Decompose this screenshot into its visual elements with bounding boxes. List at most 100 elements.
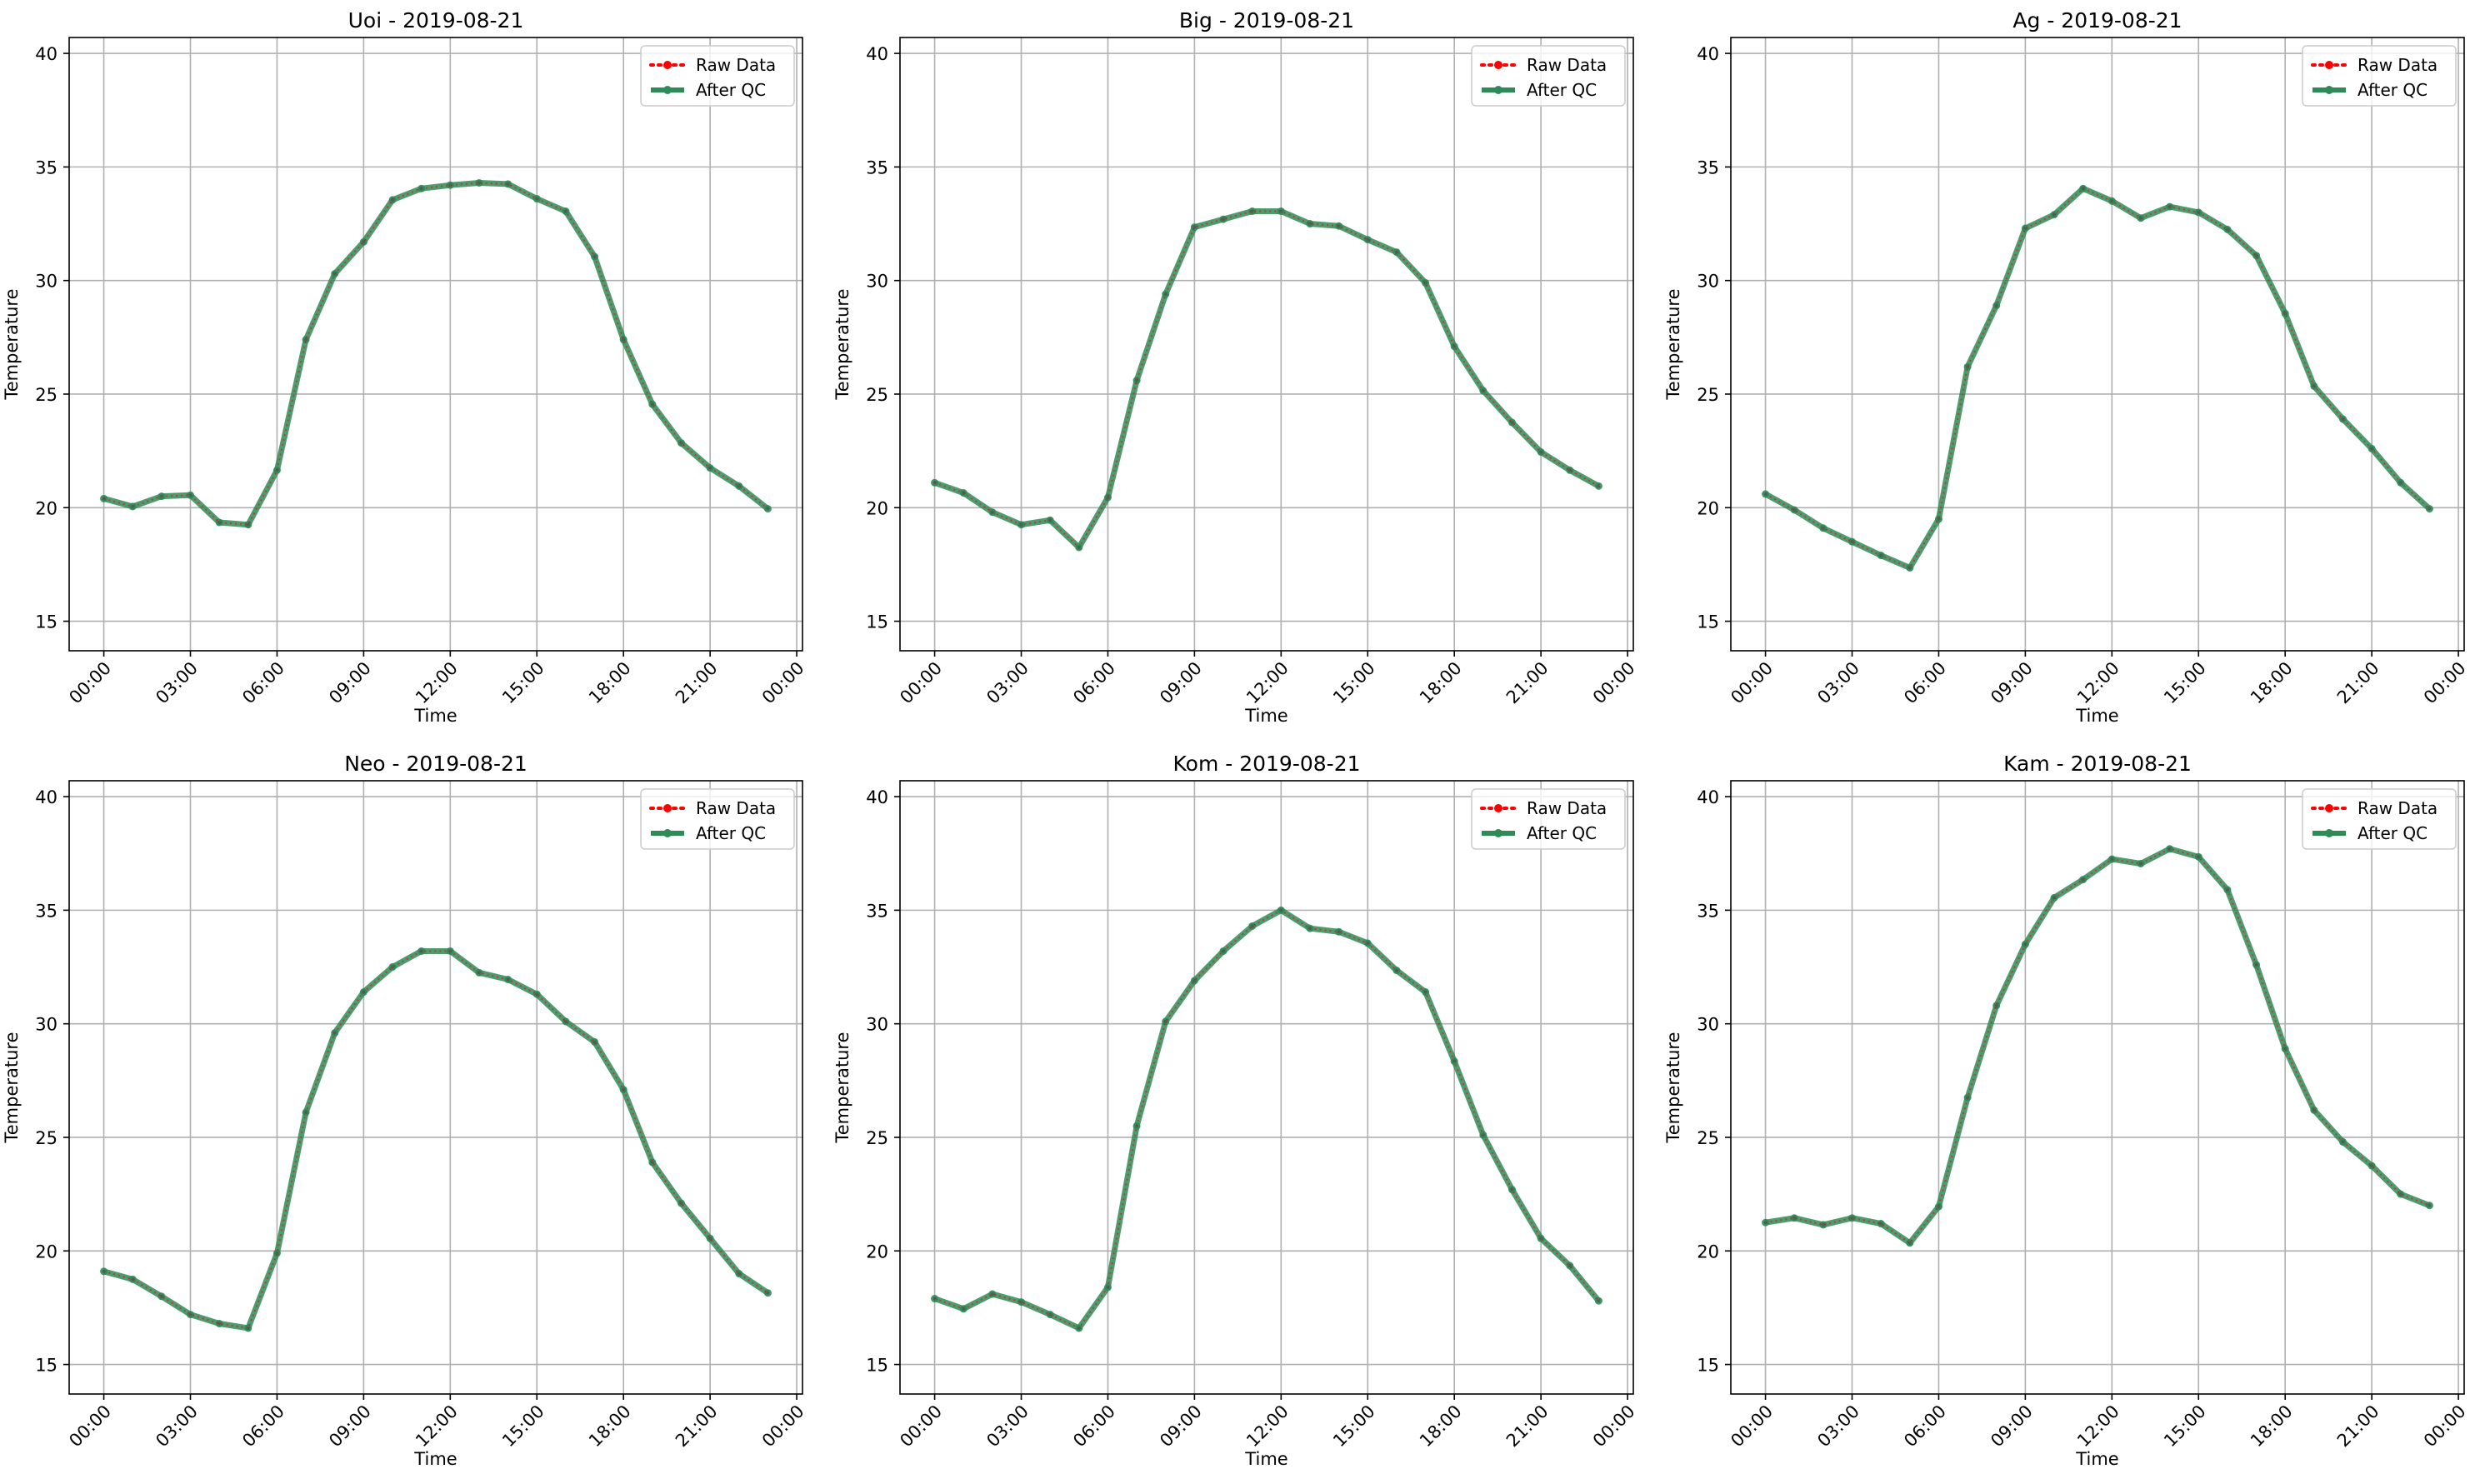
x-tick-label: 21:00: [1502, 1402, 1552, 1452]
point-raw-data: [246, 1326, 250, 1330]
x-axis-label: Time: [413, 706, 457, 726]
y-tick-label: 15: [35, 612, 58, 632]
x-tick-label: 12:00: [412, 658, 462, 708]
x-tick-label: 03:00: [982, 1402, 1032, 1452]
y-tick-label: 35: [866, 901, 888, 921]
x-tick-label: 03:00: [1813, 658, 1863, 708]
point-raw-data: [2283, 1047, 2288, 1051]
point-raw-data: [932, 481, 937, 485]
chart-panel-1: 15 20 25 30 35 40 00:00 03:00 06:00 09:00 12:00 15:…: [832, 8, 1639, 726]
point-raw-data: [275, 1251, 279, 1255]
y-tick-label: 20: [866, 1242, 888, 1262]
y-tick-label: 20: [1697, 498, 1719, 518]
point-raw-data: [1539, 450, 1543, 454]
x-tick-label: 15:00: [1329, 1402, 1379, 1452]
point-raw-data: [304, 337, 308, 342]
x-tick-label: 21:00: [672, 1402, 722, 1452]
point-raw-data: [188, 1312, 192, 1317]
x-tick-label: 00:00: [758, 658, 808, 708]
point-raw-data: [650, 402, 654, 407]
legend-marker-raw-data: [663, 804, 672, 812]
x-tick-label: 21:00: [672, 658, 722, 708]
point-raw-data: [1077, 545, 1081, 549]
point-raw-data: [2398, 1192, 2402, 1197]
point-raw-data: [1222, 217, 1226, 222]
point-raw-data: [1568, 468, 1572, 472]
x-tick-label: 06:00: [238, 1402, 288, 1452]
x-axis-label: Time: [2075, 1449, 2118, 1469]
y-tick-label: 25: [1697, 1128, 1719, 1148]
y-tick-label: 40: [866, 44, 888, 64]
x-tick-label: 18:00: [2247, 658, 2297, 708]
point-raw-data: [990, 510, 994, 514]
point-raw-data: [2081, 187, 2085, 191]
chart-title: Kam - 2019-08-21: [2003, 752, 2192, 776]
x-tick-label: 06:00: [238, 658, 288, 708]
chart-title: Kom - 2019-08-21: [1173, 752, 1361, 776]
point-raw-data: [1106, 1285, 1110, 1289]
point-raw-data: [477, 181, 481, 185]
x-tick-label: 06:00: [1069, 658, 1119, 708]
y-tick-label: 40: [866, 787, 888, 807]
point-raw-data: [708, 466, 712, 470]
point-raw-data: [2370, 1164, 2374, 1168]
legend-marker-after-qc: [663, 86, 672, 94]
point-raw-data: [622, 337, 626, 342]
point-raw-data: [2081, 877, 2085, 882]
point-raw-data: [1792, 1216, 1797, 1220]
point-raw-data: [1308, 927, 1312, 931]
point-raw-data: [679, 1202, 683, 1206]
point-raw-data: [1192, 225, 1197, 229]
series-line-after-qc: [102, 179, 770, 528]
x-tick-label: 09:00: [325, 658, 375, 708]
y-tick-label: 20: [1697, 1242, 1719, 1262]
point-raw-data: [2197, 855, 2201, 859]
x-axis-label: Time: [2075, 706, 2118, 726]
x-tick-label: 00:00: [1727, 658, 1777, 708]
legend-marker-raw-data: [2325, 61, 2333, 69]
y-tick-label: 20: [35, 1242, 58, 1262]
legend-label-raw-data: Raw Data: [696, 798, 776, 818]
point-raw-data: [1135, 1124, 1139, 1128]
legend: Raw Data After QC: [640, 788, 795, 850]
point-raw-data: [535, 992, 539, 997]
series-line-raw-data: [1765, 847, 2430, 1245]
x-tick-label: 15:00: [1329, 658, 1379, 708]
point-raw-data: [131, 504, 135, 508]
point-raw-data: [1250, 924, 1254, 928]
x-tick-label: 21:00: [2333, 658, 2383, 708]
point-raw-data: [1337, 224, 1341, 228]
point-raw-data: [2254, 253, 2258, 257]
point-raw-data: [2138, 216, 2142, 220]
point-raw-data: [2341, 1140, 2345, 1144]
point-raw-data: [1850, 540, 1854, 544]
x-tick-label: 00:00: [2420, 658, 2470, 708]
y-tick-label: 25: [35, 385, 58, 405]
point-raw-data: [275, 468, 279, 472]
point-raw-data: [391, 965, 395, 969]
y-tick-label: 35: [35, 901, 58, 921]
chart-panel-5: 15 20 25 30 35 40 00:00 03:00 06:00 09:00 12:00 15:…: [1663, 752, 2470, 1469]
point-raw-data: [246, 522, 250, 527]
point-raw-data: [1366, 237, 1370, 242]
x-tick-label: 06:00: [1069, 1402, 1119, 1452]
point-raw-data: [218, 520, 222, 524]
y-tick-label: 15: [1697, 612, 1719, 632]
series-line-raw-data: [934, 210, 1599, 549]
x-tick-label: 00:00: [65, 658, 115, 708]
point-raw-data: [1423, 281, 1428, 285]
point-raw-data: [592, 1040, 597, 1044]
y-tick-label: 40: [1697, 787, 1719, 807]
point-raw-data: [1966, 365, 1970, 369]
legend-label-raw-data: Raw Data: [2358, 798, 2438, 818]
y-axis-label: Temperature: [832, 1032, 852, 1143]
point-raw-data: [2370, 447, 2374, 451]
y-tick-label: 25: [866, 385, 888, 405]
x-tick-label: 00:00: [1589, 658, 1639, 708]
y-tick-label: 30: [35, 272, 58, 292]
x-tick-label: 12:00: [2073, 658, 2123, 708]
point-raw-data: [102, 497, 106, 501]
point-raw-data: [1452, 344, 1457, 348]
x-tick-label: 15:00: [498, 658, 548, 708]
